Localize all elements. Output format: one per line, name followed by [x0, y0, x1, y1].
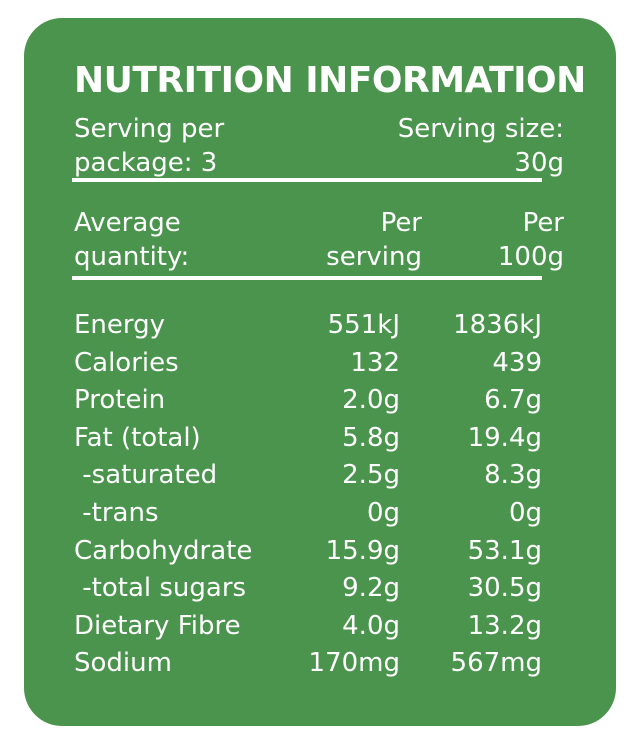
nutrient-name: Calories	[74, 347, 179, 378]
column-header-quantity-line1: Average	[74, 208, 181, 238]
per-100g-value: 1836kJ	[453, 310, 542, 340]
per-serving-value: 4.0g	[342, 610, 400, 641]
servings-per-package-line1: Serving per	[74, 114, 225, 144]
divider-top	[72, 178, 542, 182]
per-100g-value: 0g	[508, 497, 542, 528]
per-100g-value: 567mg	[450, 648, 542, 679]
per-serving-value: 2.0g	[342, 385, 400, 416]
column-header-quantity-line2: quantity:	[74, 242, 190, 272]
table-row: Energy 551kJ 1836kJ	[74, 307, 544, 345]
per-serving-value: 551kJ	[327, 310, 400, 340]
table-row: Fat (total) 5.8g 19.4g	[74, 420, 544, 458]
per-serving-value: 170mg	[308, 648, 400, 679]
table-row: Carbohydrate 15.9g 53.1g	[74, 533, 544, 571]
table-row: Calories 132 439	[74, 345, 544, 383]
nutrient-name: -saturated	[74, 460, 218, 491]
nutrient-name: Fat (total)	[74, 422, 201, 453]
nutrient-name: Protein	[74, 385, 166, 416]
column-header-per-serving-line2: serving	[326, 242, 422, 272]
per-serving-value: 132	[350, 347, 400, 378]
per-100g-value: 30.5g	[467, 573, 542, 604]
nutrient-name: -total sugars	[74, 573, 247, 604]
per-100g-value: 8.3g	[484, 460, 542, 491]
panel-title: NUTRITION INFORMATION	[74, 60, 586, 101]
nutrition-panel	[24, 18, 616, 726]
servings-per-package: Serving per package: 3	[74, 112, 224, 180]
nutrient-name: -trans	[74, 497, 159, 528]
table-row: Dietary Fibre 4.0g 13.2g	[74, 608, 544, 646]
per-100g-value: 439	[492, 347, 542, 378]
serving-size-line2: 30g	[514, 148, 564, 178]
nutrient-name: Dietary Fibre	[74, 610, 241, 641]
table-row: Sodium 170mg 567mg	[74, 645, 544, 683]
table-row: Protein 2.0g 6.7g	[74, 382, 544, 420]
per-serving-value: 15.9g	[325, 535, 400, 566]
per-serving-value: 5.8g	[342, 422, 400, 453]
per-100g-value: 13.2g	[467, 610, 542, 641]
servings-per-package-line2: package: 3	[74, 148, 218, 178]
nutrient-name: Energy	[74, 310, 166, 340]
table-row: -total sugars 9.2g 30.5g	[74, 570, 544, 608]
column-header-quantity: Average quantity:	[74, 206, 189, 274]
table-row: -saturated 2.5g 8.3g	[74, 457, 544, 495]
nutrient-name: Sodium	[74, 648, 172, 679]
table-row: -trans 0g 0g	[74, 495, 544, 533]
nutrient-name: Carbohydrate	[74, 535, 253, 566]
per-100g-value: 53.1g	[467, 535, 542, 566]
per-serving-value: 2.5g	[342, 460, 400, 491]
per-100g-value: 6.7g	[484, 385, 542, 416]
column-header-per-100g-line1: Per	[522, 208, 564, 238]
column-header-per-serving: Per serving	[326, 206, 422, 274]
nutrient-table: Energy 551kJ 1836kJ Calories 132 439 Pro…	[74, 307, 544, 683]
serving-size-line1: Serving size:	[397, 114, 564, 144]
per-serving-value: 9.2g	[342, 573, 400, 604]
column-header-per-serving-line1: Per	[380, 208, 422, 238]
column-header-per-100g: Per 100g	[498, 206, 564, 274]
serving-size: Serving size: 30g	[398, 112, 564, 180]
divider-bottom	[72, 276, 542, 280]
per-serving-value: 0g	[366, 497, 400, 528]
column-header-per-100g-line2: 100g	[497, 242, 564, 272]
per-100g-value: 19.4g	[467, 422, 542, 453]
